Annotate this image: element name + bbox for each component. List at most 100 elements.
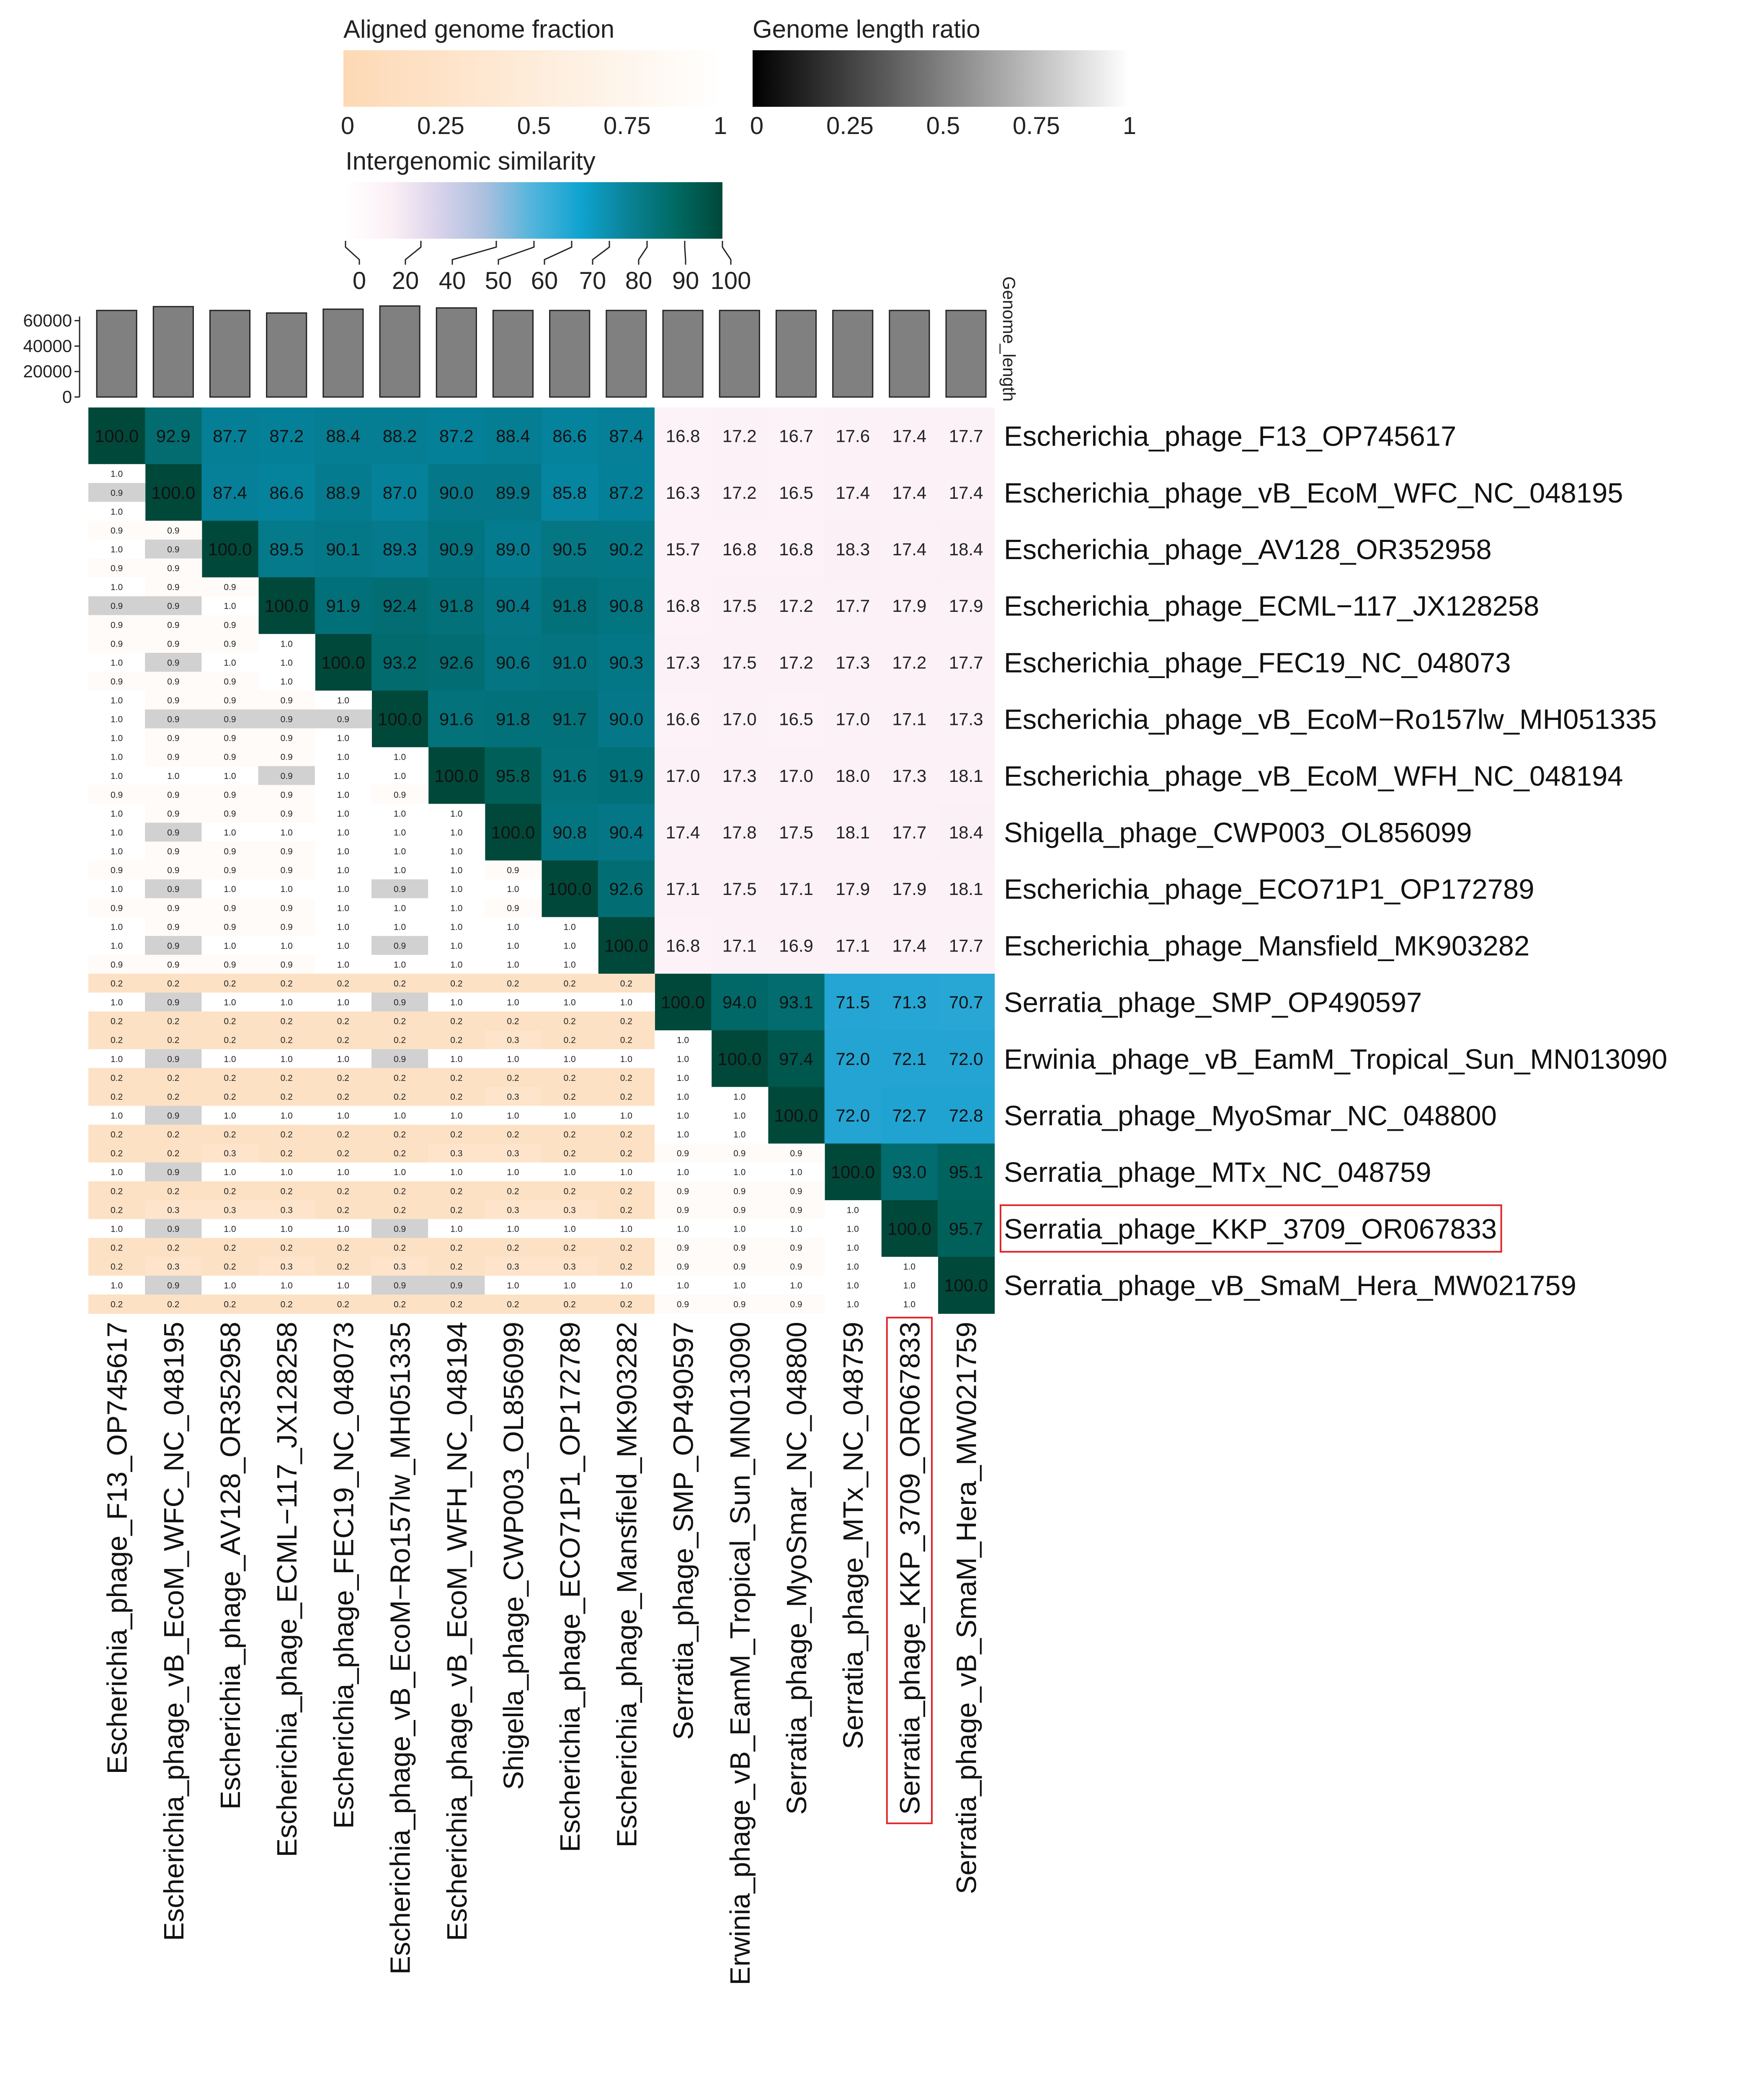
- similarity-value: 17.4: [892, 483, 927, 503]
- similarity-value: 100.0: [944, 1276, 988, 1295]
- aligned-fraction-value: 0.3: [281, 1262, 293, 1272]
- similarity-value: 16.8: [666, 936, 700, 955]
- similarity-value: 17.4: [892, 426, 927, 446]
- similarity-value: 18.1: [949, 879, 983, 899]
- aligned-fraction-cell: [655, 1068, 712, 1088]
- aligned-fraction-cell: [541, 1257, 598, 1276]
- length-ratio-cell: [655, 1162, 712, 1182]
- heatmap-values: 100.0 92.9 87.7 87.2 88.4 88.2 87.2 88.4 86.6 87.…: [95, 426, 988, 1310]
- row-label: Serratia_phage_MTx_NC_048759: [1004, 1157, 1431, 1188]
- aligned-fraction-cell: [258, 691, 315, 710]
- aligned-fraction-cell: [711, 1238, 769, 1257]
- aligned-fraction-cell: [428, 1030, 485, 1050]
- length-ratio-value: 1.0: [394, 1111, 406, 1121]
- aligned-fraction-cell: [315, 954, 372, 974]
- genome-length-bar: [266, 312, 307, 398]
- length-ratio-cell: [145, 823, 202, 842]
- similarity-cell: [428, 747, 485, 804]
- aligned-fraction-value: 1.0: [394, 847, 406, 856]
- aligned-fraction-cell: [711, 1124, 769, 1144]
- aligned-fraction-cell: [371, 1087, 429, 1106]
- length-ratio-value: 1.0: [450, 1168, 462, 1177]
- aligned-fraction-cell: [485, 1257, 542, 1276]
- length-ratio-cell: [88, 709, 146, 729]
- length-ratio-cell: [655, 1049, 712, 1069]
- aligned-fraction-value: 0.2: [167, 1149, 179, 1158]
- aligned-fraction-cell: [145, 1294, 202, 1314]
- similarity-value: 88.4: [326, 426, 361, 446]
- length-ratio-cell: [201, 993, 259, 1012]
- aligned-fraction-cell: [88, 521, 146, 540]
- aligned-fraction-value: 0.2: [224, 1073, 236, 1083]
- length-ratio-cell: [258, 1219, 315, 1238]
- length-ratio-value: 1.0: [111, 1281, 123, 1291]
- aligned-fraction-cell: [88, 747, 146, 767]
- legend-length-ratio: Genome length ratio 0 0.25 0.5 0.75 1: [750, 15, 1136, 139]
- column-label: Erwinia_phage_vB_EamM_Tropical_Sun_MN013…: [725, 1322, 756, 1985]
- similarity-value: 17.2: [722, 426, 757, 446]
- similarity-cell: [315, 577, 372, 634]
- legend-similarity-tick: 90: [672, 267, 699, 294]
- similarity-value: 18.3: [836, 539, 870, 559]
- length-ratio-cell: [428, 1219, 485, 1238]
- similarity-value: 100.0: [208, 539, 252, 559]
- similarity-value: 91.6: [552, 766, 587, 786]
- aligned-fraction-value: 0.9: [167, 903, 179, 913]
- similarity-value: 86.6: [269, 483, 304, 503]
- length-ratio-cell: [371, 1276, 429, 1295]
- legend-aligned-fraction-tick: 1: [714, 112, 727, 139]
- length-ratio-cell: [598, 1276, 655, 1295]
- aligned-fraction-cell: [598, 1238, 655, 1257]
- similarity-cell: [598, 691, 655, 748]
- similarity-cell: [711, 860, 769, 918]
- aligned-fraction-value: 0.9: [167, 677, 179, 686]
- aligned-fraction-value: 0.2: [111, 1262, 123, 1272]
- aligned-fraction-value: 0.9: [224, 903, 236, 913]
- aligned-fraction-cell: [258, 1068, 315, 1088]
- similarity-value: 72.1: [892, 1049, 927, 1069]
- aligned-fraction-value: 0.9: [167, 526, 179, 536]
- aligned-fraction-cell: [88, 464, 146, 484]
- length-ratio-value: 1.0: [564, 1055, 576, 1064]
- similarity-value: 90.0: [609, 709, 644, 729]
- aligned-fraction-value: 0.2: [281, 1092, 293, 1102]
- length-ratio-value: 0.9: [224, 715, 236, 725]
- aligned-fraction-cell: [371, 1200, 429, 1220]
- similarity-value: 17.2: [892, 652, 927, 672]
- length-ratio-cell: [371, 1106, 429, 1125]
- length-ratio-value: 1.0: [281, 828, 293, 838]
- similarity-value: 91.8: [496, 709, 530, 729]
- similarity-cell: [655, 747, 712, 804]
- aligned-fraction-cell: [145, 521, 202, 540]
- aligned-fraction-value: 1.0: [847, 1243, 859, 1253]
- aligned-fraction-cell: [428, 1011, 485, 1031]
- legend-similarity-tick-line: [498, 241, 535, 265]
- aligned-fraction-value: 0.2: [507, 1073, 519, 1083]
- length-ratio-value: 1.0: [507, 1224, 519, 1234]
- aligned-fraction-cell: [541, 1294, 598, 1314]
- aligned-fraction-cell: [258, 728, 315, 748]
- aligned-fraction-cell: [485, 860, 542, 880]
- similarity-cell: [598, 521, 655, 578]
- aligned-fraction-value: 1.0: [903, 1300, 916, 1310]
- length-ratio-cell: [145, 709, 202, 729]
- length-ratio-value: 0.9: [337, 715, 349, 725]
- aligned-fraction-cell: [315, 1238, 372, 1257]
- length-ratio-value: 0.9: [394, 1281, 406, 1291]
- aligned-fraction-value: 0.2: [281, 1300, 293, 1310]
- aligned-fraction-cell: [598, 1294, 655, 1314]
- similarity-cell: [824, 1030, 882, 1088]
- aligned-fraction-value: 0.2: [337, 979, 349, 989]
- aligned-fraction-value: 0.9: [281, 847, 293, 856]
- aligned-fraction-cell: [258, 671, 315, 691]
- similarity-value: 88.4: [496, 426, 530, 446]
- similarity-value: 85.8: [552, 483, 587, 503]
- length-ratio-cell: [145, 596, 202, 616]
- aligned-fraction-value: 0.2: [394, 1205, 406, 1215]
- length-ratio-cell: [315, 766, 372, 786]
- similarity-cell: [881, 407, 938, 465]
- length-ratio-cell: [145, 1049, 202, 1069]
- aligned-fraction-cell: [371, 1068, 429, 1088]
- aligned-fraction-value: 0.9: [167, 696, 179, 706]
- length-ratio-value: 1.0: [224, 998, 236, 1008]
